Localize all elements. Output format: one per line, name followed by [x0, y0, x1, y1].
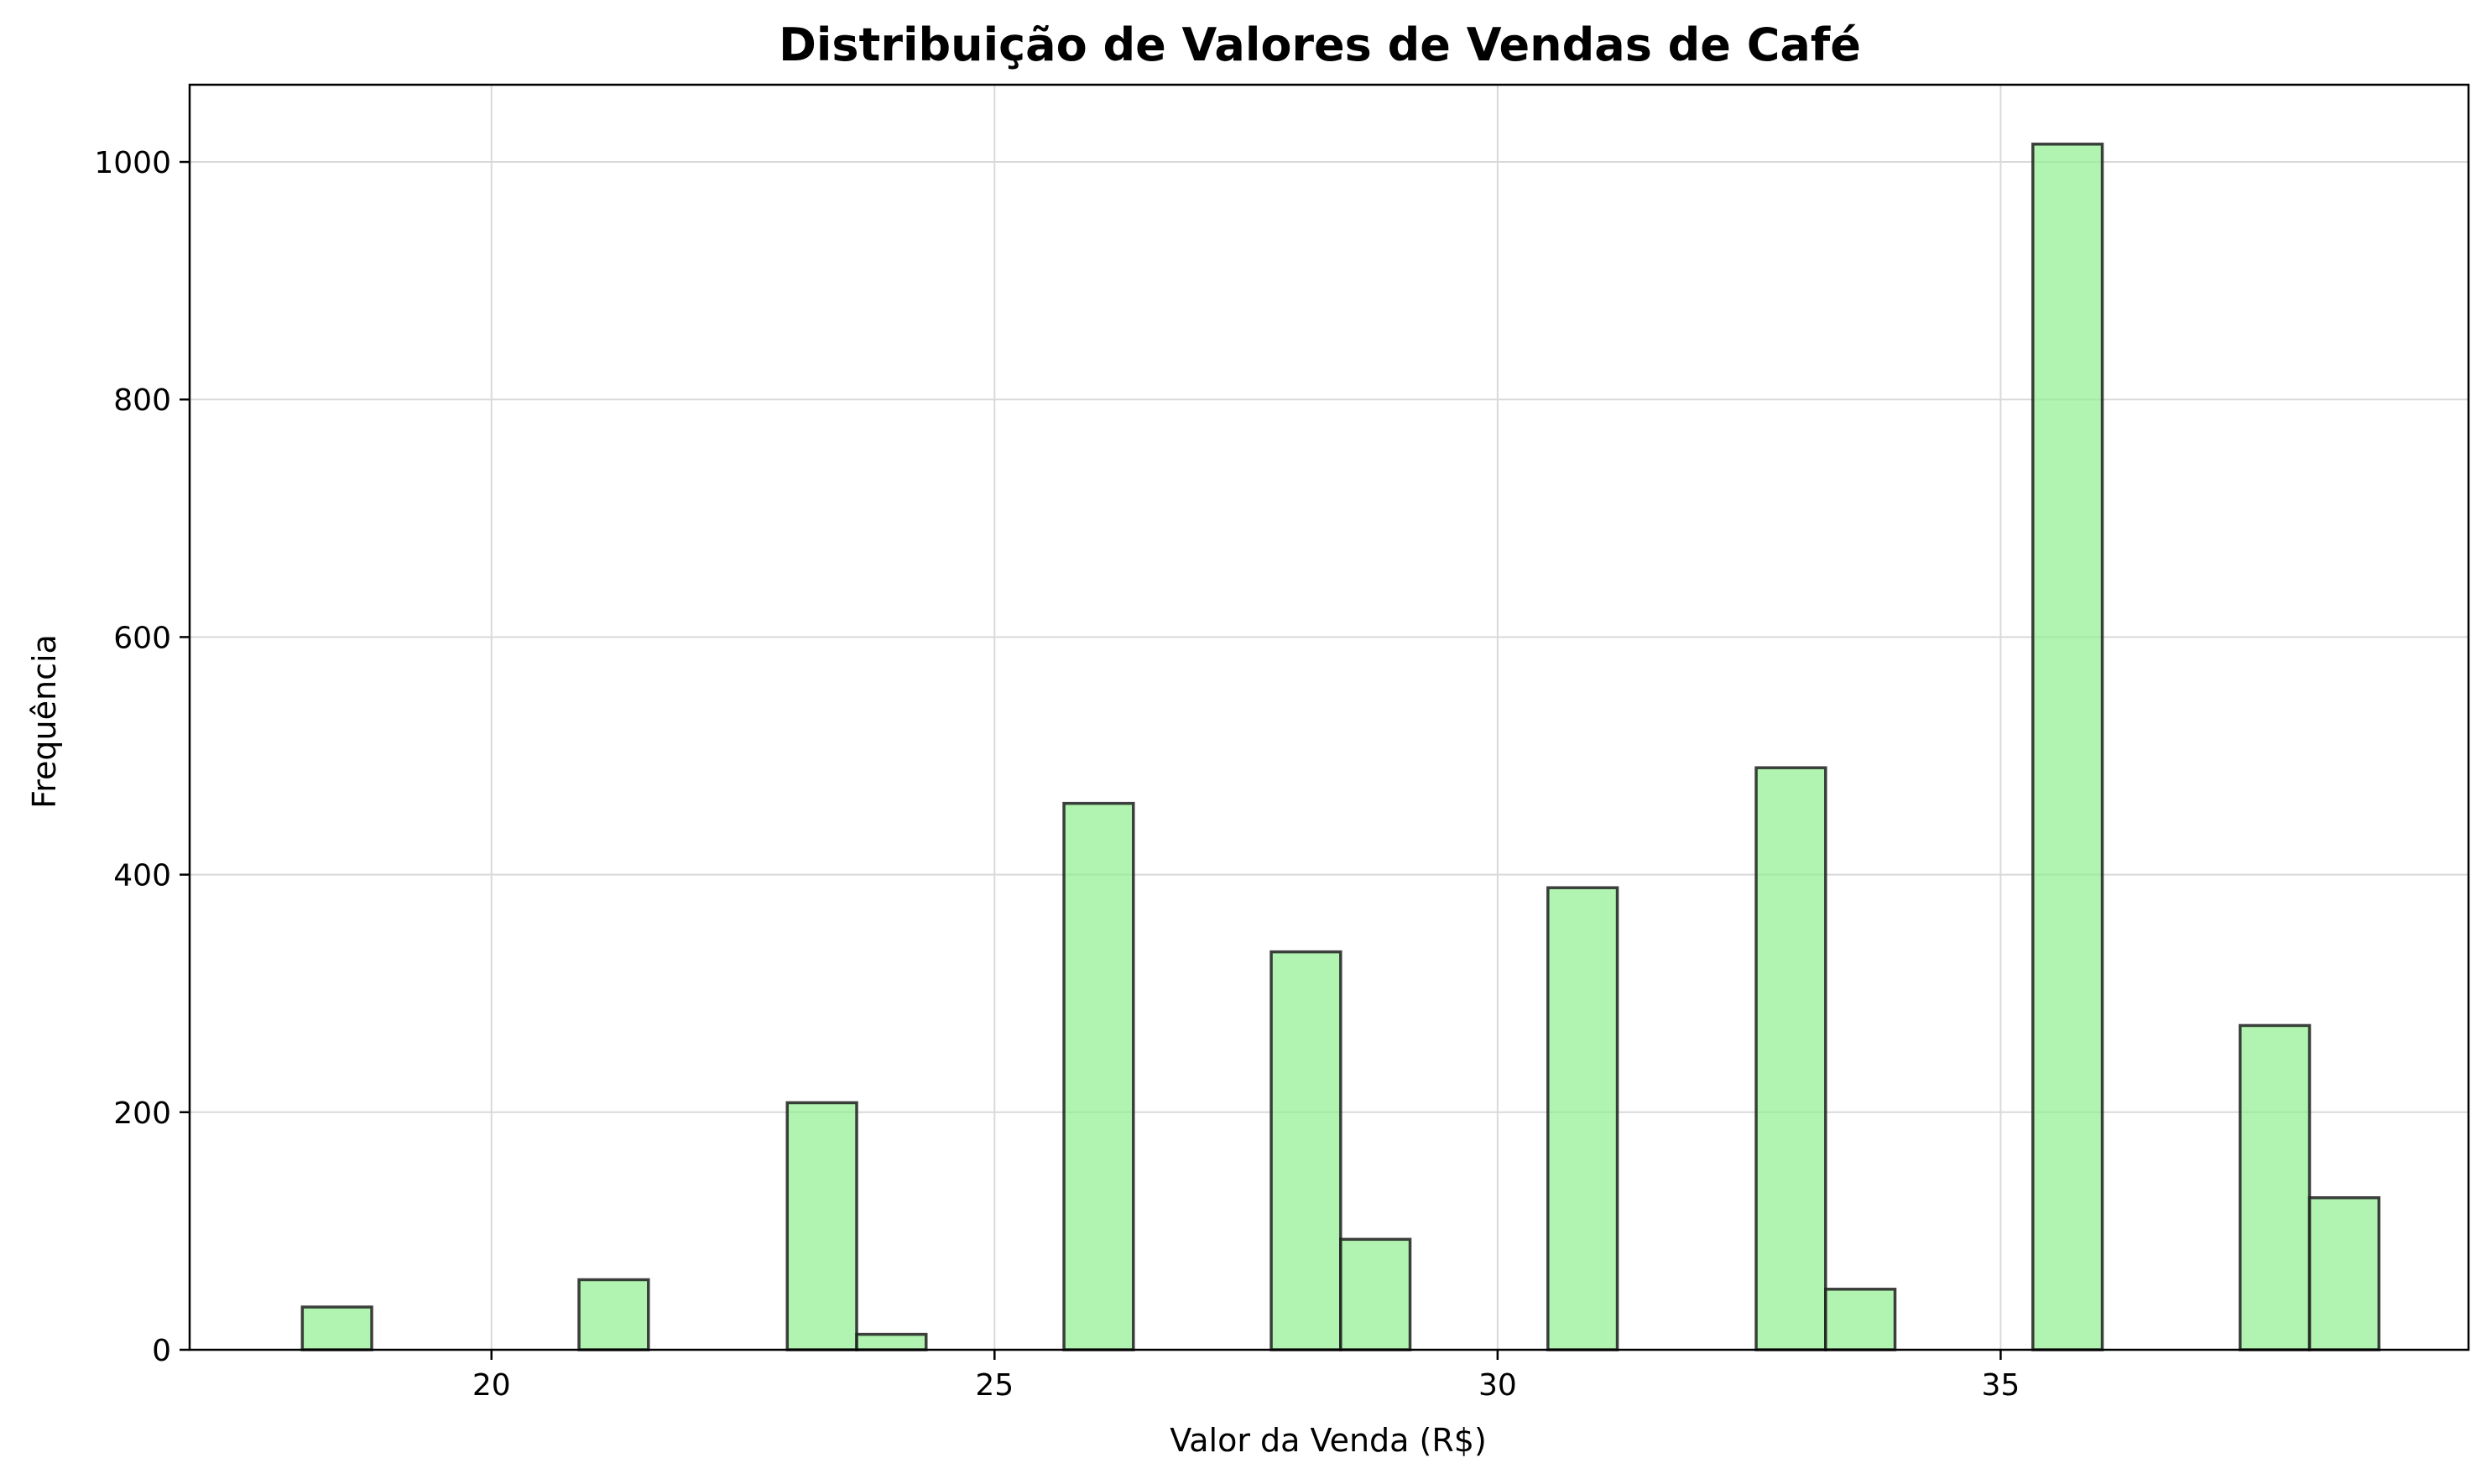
histogram-bar: [785, 1101, 858, 1351]
histogram-bars: [300, 143, 2381, 1351]
y-tick-label: 0: [152, 1334, 171, 1368]
histogram-bar: [300, 1305, 373, 1351]
y-tick-label: 600: [113, 621, 171, 655]
histogram-bar: [2307, 1196, 2381, 1351]
y-axis-ticks: 0 200 400 600 800 1000: [94, 146, 190, 1368]
histogram-bar: [1269, 950, 1342, 1351]
x-tick-label: 30: [1478, 1368, 1517, 1403]
y-tick-label: 200: [113, 1096, 171, 1131]
histogram-bar: [1824, 1288, 1897, 1351]
histogram-bar: [855, 1332, 928, 1351]
x-axis-ticks: 20 25 30 35: [472, 1350, 2020, 1403]
histogram-bar: [2239, 1023, 2312, 1351]
histogram-bar: [1339, 1237, 1412, 1351]
x-tick-label: 25: [975, 1368, 1014, 1403]
y-tick-label: 800: [113, 383, 171, 418]
x-tick-label: 35: [1982, 1368, 2020, 1403]
chart-title: Distribuição de Valores de Vendas de Caf…: [779, 18, 1861, 71]
x-axis-label: Valor da Venda (R$): [1170, 1422, 1487, 1459]
histogram-bar: [1546, 886, 1619, 1351]
y-tick-label: 1000: [94, 146, 171, 180]
plot-frame: [188, 83, 2470, 1351]
histogram-bar: [577, 1278, 650, 1351]
x-tick-label: 20: [472, 1368, 511, 1403]
y-axis-label: Frequência: [26, 634, 63, 809]
histogram-bar: [1754, 766, 1827, 1351]
histogram-bar: [2031, 143, 2104, 1351]
histogram-bar: [1062, 801, 1135, 1351]
y-tick-label: 400: [113, 859, 171, 893]
